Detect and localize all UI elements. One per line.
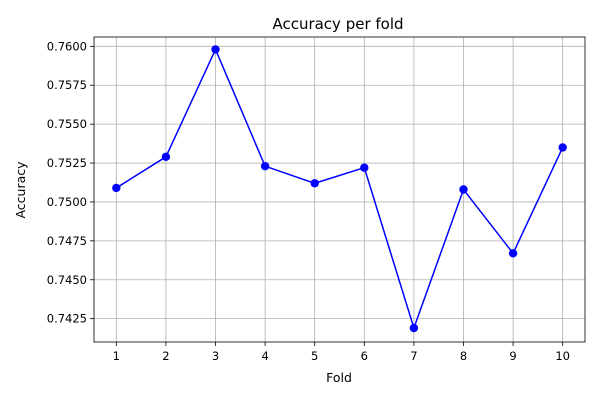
data-point-fold-3 [211,45,220,54]
y-tick-label: 0.7500 [47,195,87,209]
y-tick-label: 0.7525 [47,156,87,170]
x-tick-label: 3 [212,349,219,363]
x-tick-label: 8 [460,349,467,363]
y-tick-label: 0.7550 [47,117,87,131]
axis-ticks: 1 2 3 4 5 6 7 8 9 10 0.7425 0.7450 0.7475 0.7500 0.752… [47,39,570,363]
y-tick-label: 0.7450 [47,273,87,287]
data-point-fold-1 [112,183,121,193]
data-point-fold-2 [161,152,171,162]
x-tick-label: 1 [113,349,120,363]
plot-frame [93,36,586,343]
x-tick-label: 9 [509,349,516,363]
data-series [112,45,567,333]
y-tick-label: 0.7600 [47,39,87,53]
data-point-fold-8 [459,185,468,194]
y-tick-label: 0.7475 [47,234,87,248]
x-tick-label: 7 [410,349,417,363]
data-point-fold-10 [558,143,567,152]
chart-title: Accuracy per fold [272,15,403,33]
data-point-fold-5 [310,179,319,188]
x-tick-label: 4 [261,349,268,363]
accuracy-series-line [115,47,564,331]
x-tick-label: 5 [311,349,318,363]
y-tick-label: 0.7425 [47,312,87,326]
x-axis-label: Fold [326,370,352,385]
x-tick-label: 6 [361,349,368,363]
y-tick-label: 0.7575 [47,78,87,92]
grid-lines [94,37,585,342]
y-axis-label: Accuracy [13,161,28,219]
data-point-fold-6 [360,163,369,172]
data-point-fold-7 [409,323,419,333]
x-tick-label: 10 [555,349,570,363]
data-point-fold-9 [508,249,518,258]
x-tick-label: 2 [162,349,169,363]
data-point-fold-4 [260,161,270,171]
